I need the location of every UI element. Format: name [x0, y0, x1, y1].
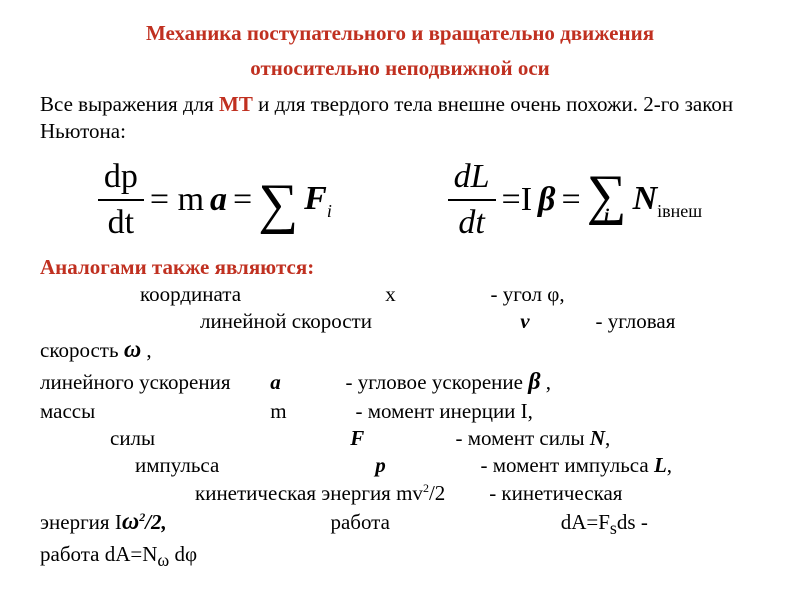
- r8a: энергия I: [40, 510, 122, 534]
- f2-N: N: [633, 180, 658, 217]
- f1-eq2: =: [233, 178, 252, 222]
- fraction-1: dp dt: [98, 155, 144, 245]
- row-coordinate: координата x - угол φ,: [40, 281, 760, 308]
- fraction-2: dL dt: [448, 155, 496, 245]
- row-linear-accel: линейного ускорения a - угловое ускорени…: [40, 367, 760, 398]
- frac1-den: dt: [102, 201, 140, 245]
- r3a: линейного ускорения: [40, 369, 265, 396]
- intro-mt: МТ: [219, 92, 253, 116]
- intro-text: Все выражения для МТ и для твердого тела…: [40, 91, 760, 146]
- f2-beta: β: [538, 178, 555, 222]
- r1b: x: [385, 281, 485, 308]
- r6b: p: [375, 452, 475, 479]
- formulas-row: dp dt = ma = ∑ Fi dL dt =Iβ = ∑ i Niвнеш: [40, 155, 760, 245]
- sigma-2-icon: ∑ i: [587, 180, 627, 221]
- r2e: ω: [124, 337, 141, 363]
- r6d: L: [654, 453, 667, 477]
- frac2-den: dt: [452, 201, 490, 245]
- r1c: - угол φ,: [491, 282, 565, 306]
- r2d: скорость: [40, 338, 124, 362]
- r3e: ,: [541, 370, 552, 394]
- r2a: линейной скорости: [40, 308, 515, 335]
- title-line-1: Механика поступательного и вращательно д…: [40, 20, 760, 47]
- f1-eq1: = m: [150, 178, 204, 222]
- r3d: β: [528, 369, 540, 395]
- f1-F: F: [304, 180, 327, 217]
- r7a: кинетическая энергия mv: [40, 481, 423, 505]
- frac2-num: dL: [448, 155, 496, 201]
- r2f: ,: [141, 338, 152, 362]
- f2-sumsub: i: [604, 211, 609, 221]
- row-linear-velocity: линейной скорости v - угловая: [40, 308, 760, 335]
- r9c: dφ: [169, 542, 197, 566]
- title-line-2: относительно неподвижной оси: [40, 55, 760, 82]
- r8c: /2,: [145, 509, 325, 536]
- f1-Fsub: i: [327, 201, 332, 221]
- r8g: ds -: [617, 510, 648, 534]
- analogues-heading: Аналогами также являются:: [40, 254, 760, 281]
- f2-Nsub: iвнеш: [657, 201, 702, 221]
- r5a: силы: [40, 425, 345, 452]
- r5b: F: [350, 425, 450, 452]
- row-kinetic-2: энергия Iω2/2, работа dA=Fsds -: [40, 507, 760, 541]
- r4b: m: [270, 398, 350, 425]
- r4c: - момент инерции I,: [356, 399, 533, 423]
- intro-part1: Все выражения для: [40, 92, 219, 116]
- r6e: ,: [667, 453, 672, 477]
- row-work: работа dA=Nω dφ: [40, 541, 760, 573]
- r5e: ,: [605, 426, 610, 450]
- r9b: ω: [157, 550, 169, 570]
- formula-2: dL dt =Iβ = ∑ i Niвнеш: [448, 155, 703, 245]
- formula-1: dp dt = ma = ∑ Fi: [98, 155, 332, 245]
- row-momentum: импульса p - момент импульса L,: [40, 452, 760, 479]
- r6c: - момент импульса: [481, 453, 654, 477]
- r7c: - кинетическая: [489, 481, 622, 505]
- row-mass: массы m - момент инерции I,: [40, 398, 760, 425]
- r1a: координата: [40, 281, 380, 308]
- r9a: работа dA=N: [40, 542, 157, 566]
- f2-eq2: =: [561, 178, 580, 222]
- r3c: - угловое ускорение: [346, 370, 529, 394]
- row-kinetic-1: кинетическая энергия mv2/2 - кинетическа…: [40, 480, 760, 507]
- r8f: s: [610, 518, 617, 538]
- r3b: a: [270, 369, 340, 396]
- row-force: силы F - момент силы N,: [40, 425, 760, 452]
- r4a: массы: [40, 398, 265, 425]
- frac1-num: dp: [98, 155, 144, 201]
- r2c: - угловая: [596, 309, 676, 333]
- r6a: импульса: [40, 452, 370, 479]
- f2-eq1: =I: [502, 178, 533, 222]
- sigma-1-icon: ∑: [258, 182, 298, 227]
- r8e: dA=F: [561, 510, 610, 534]
- r7b: /2: [429, 480, 484, 507]
- row-angular-velocity: скорость ω ,: [40, 335, 760, 366]
- r8d: работа: [330, 509, 555, 536]
- r5c: - момент силы: [456, 426, 590, 450]
- r5d: N: [590, 426, 605, 450]
- r8b: ω: [122, 509, 139, 535]
- r2b: v: [520, 308, 590, 335]
- f1-a: a: [210, 178, 227, 222]
